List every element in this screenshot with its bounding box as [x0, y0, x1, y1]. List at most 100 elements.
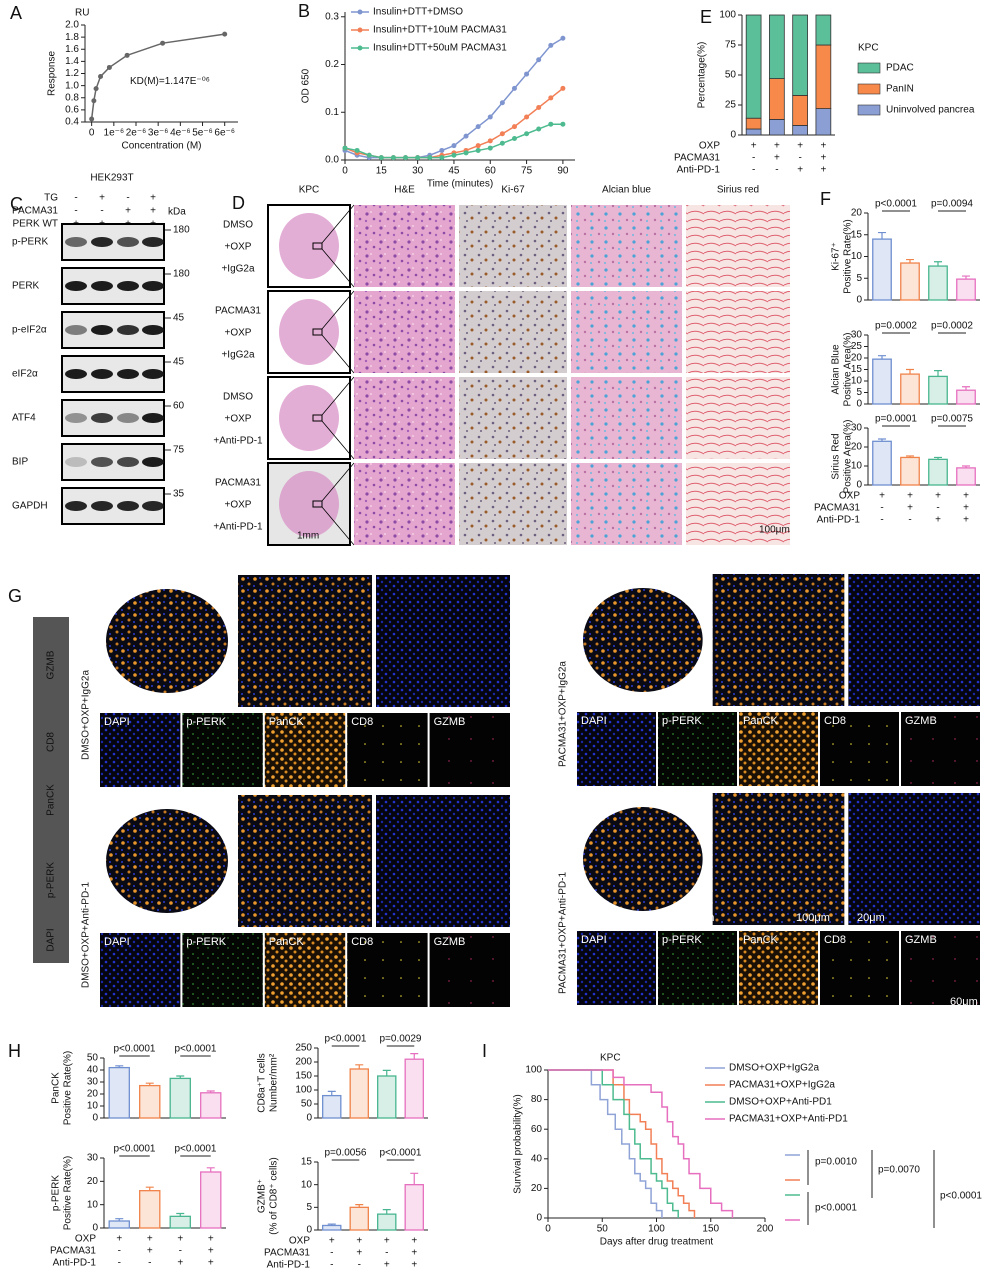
- treatment-sign: +: [411, 1260, 417, 1271]
- channel-tile: [100, 933, 181, 1007]
- treatment-sign: +: [797, 165, 803, 176]
- channel-tile: [429, 933, 510, 1007]
- blot-band: [91, 237, 113, 247]
- micrograph: [459, 291, 567, 373]
- channel-tile: [739, 931, 818, 1005]
- y-tick-label: 0: [92, 1223, 98, 1234]
- column-header: KPC: [299, 185, 320, 196]
- column-header: Ki-67: [501, 185, 525, 196]
- treatment-sign: -: [330, 1248, 333, 1259]
- x-tick-label: 4e⁻⁶: [170, 128, 191, 139]
- y-tick-label: 0: [856, 399, 862, 410]
- y-tick-label: 150: [295, 1071, 312, 1082]
- zoom-box: [312, 414, 323, 422]
- bar: [349, 1068, 369, 1119]
- row-label: +Anti-PD-1: [213, 522, 263, 533]
- treatment-sign: +: [177, 1234, 183, 1245]
- treatment-label: Anti-PD-1: [677, 165, 721, 176]
- treatment-sign: -: [752, 153, 755, 164]
- legend-label: DMSO+OXP+IgG2a: [729, 1063, 819, 1074]
- treatment-label: Anti-PD-1: [53, 1258, 97, 1269]
- bar: [349, 1206, 369, 1231]
- blot-band: [91, 281, 113, 291]
- data-point: [499, 140, 505, 146]
- y-tick-label: 75: [725, 40, 737, 51]
- micrograph: [354, 291, 455, 373]
- treatment-sign: +: [411, 1236, 417, 1247]
- bar: [900, 373, 920, 405]
- data-point: [160, 40, 166, 46]
- bar: [404, 1184, 424, 1231]
- panel-letter: F: [820, 189, 831, 209]
- channel-tile: [429, 713, 510, 787]
- data-point: [524, 131, 530, 137]
- x-tick-label: 0: [89, 128, 95, 139]
- channel-label: DAPI: [104, 716, 130, 728]
- error-bar: [962, 275, 970, 280]
- channel-label: GZMB: [434, 716, 466, 728]
- treatment-sign: -: [118, 1258, 121, 1269]
- blot-band: [142, 237, 164, 247]
- micrograph: [459, 377, 567, 459]
- bar-segment: [815, 14, 832, 46]
- y-tick-label: 5: [856, 387, 862, 398]
- bar-segment: [792, 14, 808, 96]
- whole-tissue: [106, 589, 228, 693]
- channel-tile: [264, 933, 346, 1007]
- blot-band: [91, 325, 113, 335]
- y-tick-label: 80: [531, 1094, 543, 1105]
- y-tick-label: 60: [531, 1124, 543, 1135]
- y-axis-label: Percentage(%): [697, 42, 708, 109]
- bar: [108, 1066, 130, 1119]
- panel-letter: C: [10, 194, 23, 214]
- blot-band: [91, 457, 113, 467]
- bar-segment: [815, 44, 832, 109]
- y-tick-label: 100: [525, 1065, 542, 1076]
- blot-band: [117, 413, 139, 423]
- x-tick-label: 30: [412, 166, 424, 177]
- treatment-sign: +: [208, 1234, 214, 1245]
- error-bar: [906, 368, 914, 375]
- channel-label: CD8: [824, 934, 846, 946]
- treatment-sign: -: [358, 1260, 361, 1271]
- legend-label: PACMA31+OXP+Anti-PD1: [729, 1114, 848, 1125]
- channel-tile: [347, 713, 428, 787]
- error-bar: [115, 1065, 124, 1068]
- x-tick-label: 0: [342, 166, 348, 177]
- row-label: +Anti-PD-1: [213, 436, 263, 447]
- error-bar: [355, 1204, 364, 1208]
- micrograph: [459, 205, 567, 287]
- treatment-sign: -: [798, 153, 801, 164]
- bar: [872, 238, 892, 301]
- blot-band: [142, 457, 164, 467]
- condition-sign: -: [100, 206, 103, 217]
- bar: [108, 1220, 130, 1229]
- condition-sign: +: [150, 193, 156, 204]
- error-bar: [327, 1223, 336, 1226]
- if-zoom: [712, 793, 845, 925]
- blot-band: [91, 369, 113, 379]
- scale-bar-label: 2mm: [690, 912, 714, 924]
- data-point: [463, 150, 469, 156]
- blot-band: [142, 325, 164, 335]
- bar: [139, 1190, 161, 1229]
- x-tick-label: 15: [376, 166, 388, 177]
- channel-key-label: DAPI: [46, 928, 57, 951]
- survival-curve: [548, 1069, 663, 1218]
- p-value: p<0.0001: [175, 1144, 217, 1155]
- legend-label: PACMA31+OXP+IgG2a: [729, 1080, 835, 1091]
- annotation: KD(M)=1.147E⁻⁰⁶: [130, 76, 210, 87]
- treatment-sign: -: [148, 1258, 151, 1269]
- y-tick-label: 0: [730, 130, 736, 141]
- if-zoom: [238, 795, 372, 927]
- panel-letter: H: [8, 1041, 21, 1061]
- bar: [928, 375, 948, 405]
- data-point: [548, 95, 554, 101]
- scale-bar-label: 60μm: [950, 996, 978, 1008]
- micrograph: [686, 205, 790, 287]
- y-tick-label: 20: [87, 1176, 99, 1187]
- channel-tile: [820, 712, 899, 786]
- data-point: [463, 133, 469, 139]
- y-tick-label: 1.8: [65, 32, 79, 43]
- treatment-label: OXP: [75, 1234, 96, 1245]
